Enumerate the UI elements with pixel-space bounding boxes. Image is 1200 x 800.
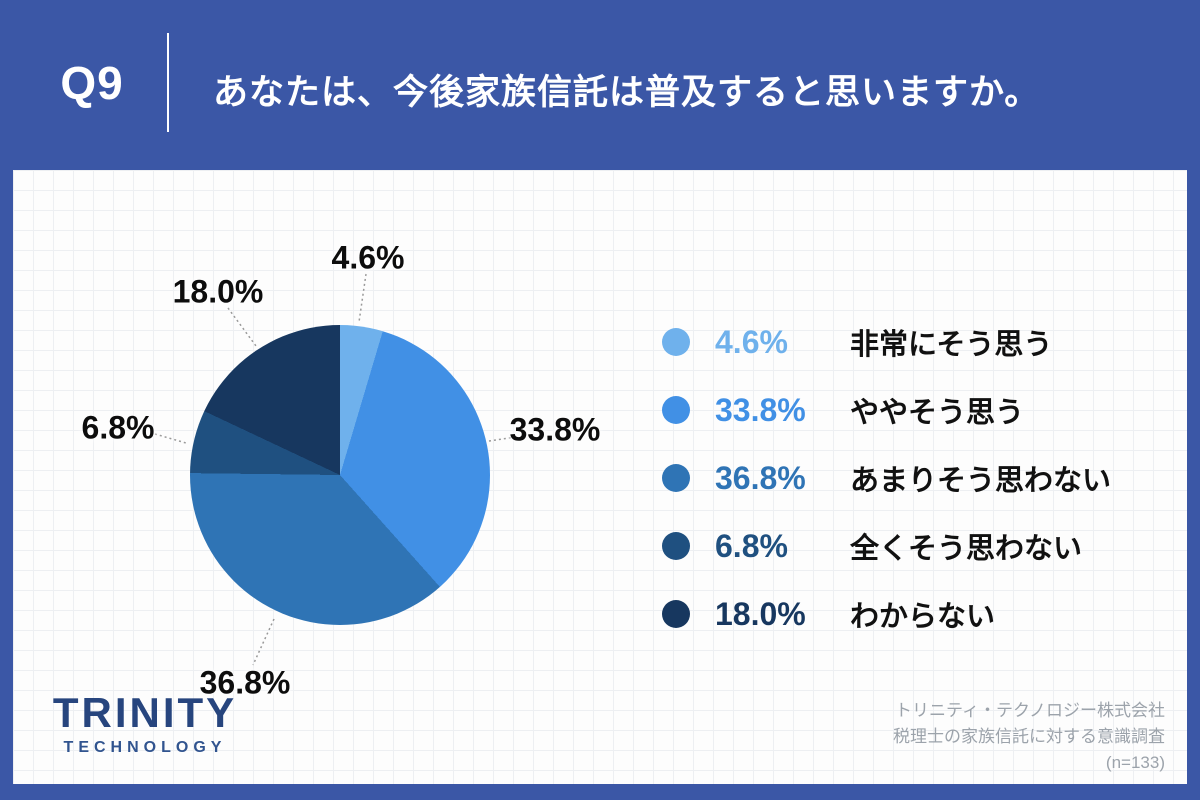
pie-label-very-agree: 4.6% xyxy=(331,239,405,276)
chart-legend: 4.6% 非常にそう思う 33.8% ややそう思う 36.8% あまりそう思わな… xyxy=(662,308,1172,648)
legend-percent: 18.0% xyxy=(715,595,806,632)
legend-dot-icon xyxy=(662,532,690,560)
pie-label-not-really: 36.8% xyxy=(199,664,291,701)
legend-label: ややそう思う xyxy=(850,397,1025,429)
legend-dot-icon xyxy=(662,328,690,356)
leader-line-3 xyxy=(154,433,187,444)
pie-chart xyxy=(190,325,490,625)
question-title: あなたは、今後家族信託は普及すると思いますか。 xyxy=(213,73,1041,112)
header-divider xyxy=(167,33,169,132)
legend-label: 非常にそう思う xyxy=(850,329,1053,361)
logo-subtext: TECHNOLOGY xyxy=(63,739,227,757)
legend-percent: 33.8% xyxy=(715,391,806,428)
logo-wordmark: TRINITY xyxy=(52,689,238,736)
leader-line-1 xyxy=(358,273,367,323)
trinity-logo: TRINITY TECHNOLOGY xyxy=(45,689,245,757)
legend-item: 36.8% あまりそう思わない xyxy=(662,444,1172,512)
source-company: トリニティ・テクノロジー株式会社 xyxy=(895,701,1165,720)
chart-card: 4.6% 33.8% 36.8% 6.8% 18.0% 4.6% 非常にそう思う… xyxy=(13,170,1187,784)
legend-label: わからない xyxy=(850,601,996,633)
pie-label-dont-know: 18.0% xyxy=(172,273,264,310)
pie-label-somewhat-agree: 33.8% xyxy=(509,411,601,448)
legend-percent: 6.8% xyxy=(715,527,788,564)
legend-percent: 4.6% xyxy=(715,323,788,360)
legend-item: 33.8% ややそう思う xyxy=(662,376,1172,444)
legend-label: 全くそう思わない xyxy=(850,533,1083,565)
legend-item: 18.0% わからない xyxy=(662,580,1172,648)
legend-dot-icon xyxy=(662,464,690,492)
legend-item: 6.8% 全くそう思わない xyxy=(662,512,1172,580)
legend-dot-icon xyxy=(662,600,690,628)
leader-line-2 xyxy=(227,307,257,347)
source-note: トリニティ・テクノロジー株式会社 税理士の家族信託に対する意識調査 (n=133… xyxy=(893,698,1165,776)
question-header: Q9 あなたは、今後家族信託は普及すると思いますか。 xyxy=(0,0,1200,170)
legend-item: 4.6% 非常にそう思う xyxy=(662,308,1172,376)
pie-label-not-at-all: 6.8% xyxy=(81,409,155,446)
question-number: Q9 xyxy=(60,57,124,109)
source-survey: 税理士の家族信託に対する意識調査 xyxy=(893,727,1165,746)
legend-percent: 36.8% xyxy=(715,459,806,496)
source-sample-size: (n=133) xyxy=(1105,753,1165,772)
legend-label: あまりそう思わない xyxy=(850,465,1112,497)
leader-line-5 xyxy=(252,618,275,666)
legend-dot-icon xyxy=(662,396,690,424)
